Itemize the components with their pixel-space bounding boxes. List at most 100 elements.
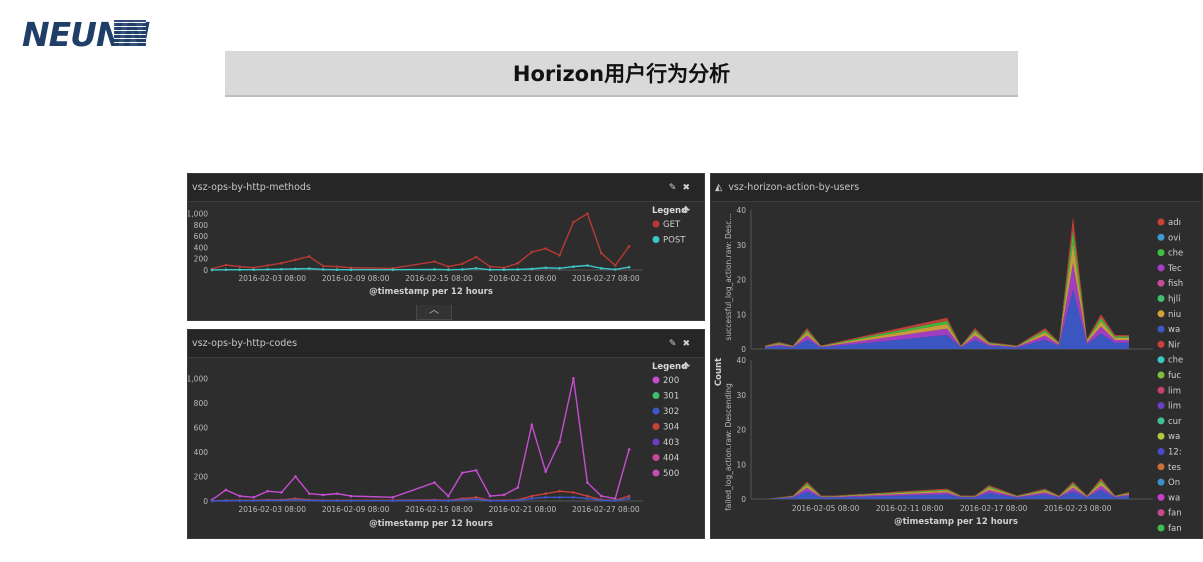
data-point[interactable]	[238, 268, 242, 272]
data-point[interactable]	[308, 492, 311, 495]
legend-item[interactable]: niu	[1168, 310, 1181, 320]
legend-item-403[interactable]: 403	[663, 438, 679, 448]
data-point[interactable]	[460, 262, 464, 266]
data-point[interactable]	[335, 492, 339, 495]
legend-item[interactable]: On	[1168, 478, 1180, 488]
data-point[interactable]	[335, 265, 339, 268]
area-layer[interactable]	[765, 478, 1129, 499]
data-point[interactable]	[460, 498, 464, 502]
data-point[interactable]	[627, 245, 631, 248]
data-point[interactable]	[349, 499, 353, 503]
data-point[interactable]	[224, 488, 228, 492]
data-point[interactable]	[488, 265, 492, 268]
area-layer[interactable]	[765, 243, 1129, 347]
data-point[interactable]	[474, 497, 478, 501]
edit-icon[interactable]: ✎	[668, 339, 683, 349]
data-point[interactable]	[349, 266, 353, 270]
collapse-button[interactable]: ︿	[416, 305, 452, 320]
area-layer[interactable]	[765, 216, 1129, 346]
legend-item[interactable]: tes	[1168, 463, 1182, 473]
data-point[interactable]	[335, 499, 339, 503]
legend-item[interactable]: ovi	[1168, 233, 1181, 243]
data-point[interactable]	[474, 496, 478, 499]
data-point[interactable]	[474, 469, 478, 472]
data-point[interactable]	[308, 499, 311, 502]
data-point[interactable]	[530, 250, 534, 254]
data-point[interactable]	[627, 448, 631, 451]
data-point[interactable]	[224, 263, 228, 267]
data-point[interactable]	[502, 499, 506, 503]
data-point[interactable]	[572, 496, 575, 499]
edit-icon[interactable]: ✎	[668, 183, 683, 193]
legend-item-500[interactable]: 500	[663, 469, 679, 479]
data-point[interactable]	[447, 499, 450, 503]
data-point[interactable]	[544, 492, 547, 495]
legend-item[interactable]: Tec	[1167, 264, 1182, 274]
data-point[interactable]	[280, 499, 283, 502]
data-point[interactable]	[447, 265, 450, 268]
data-point[interactable]	[433, 268, 436, 271]
data-point[interactable]	[572, 376, 575, 380]
data-point[interactable]	[474, 267, 478, 270]
data-point[interactable]	[252, 499, 256, 503]
data-point[interactable]	[224, 499, 228, 503]
legend-item-304[interactable]: 304	[663, 423, 679, 433]
legend-item[interactable]: wa	[1168, 493, 1180, 503]
data-point[interactable]	[544, 496, 547, 499]
data-point[interactable]	[572, 265, 575, 268]
data-point[interactable]	[308, 267, 311, 270]
legend-item-200[interactable]: 200	[663, 376, 679, 386]
data-point[interactable]	[460, 471, 464, 475]
area-layer[interactable]	[765, 230, 1129, 347]
data-point[interactable]	[544, 247, 547, 250]
data-point[interactable]	[266, 264, 269, 267]
data-point[interactable]	[391, 499, 395, 503]
data-point[interactable]	[447, 268, 450, 272]
data-point[interactable]	[335, 268, 339, 272]
legend-item[interactable]: fan	[1168, 509, 1182, 519]
data-point[interactable]	[599, 251, 603, 255]
data-point[interactable]	[613, 497, 617, 500]
data-point[interactable]	[224, 268, 228, 272]
legend-item[interactable]: Nir	[1168, 340, 1181, 350]
legend-item[interactable]: hjlí	[1168, 295, 1181, 305]
legend-item-301[interactable]: 301	[663, 392, 679, 402]
data-point[interactable]	[321, 264, 325, 268]
data-point[interactable]	[294, 267, 297, 271]
data-point[interactable]	[488, 268, 492, 272]
data-point[interactable]	[572, 220, 575, 224]
legend-item-POST[interactable]: POST	[663, 236, 686, 246]
data-point[interactable]	[488, 499, 492, 503]
data-point[interactable]	[558, 254, 561, 257]
data-point[interactable]	[252, 496, 256, 499]
data-point[interactable]	[433, 499, 436, 502]
data-point[interactable]	[238, 494, 242, 498]
legend-item[interactable]: lim	[1168, 386, 1181, 396]
data-point[interactable]	[530, 494, 534, 498]
data-point[interactable]	[349, 268, 353, 272]
legend-toggle-icon[interactable]: ⟳	[683, 362, 691, 372]
data-point[interactable]	[266, 489, 269, 493]
data-point[interactable]	[238, 499, 242, 503]
data-point[interactable]	[599, 499, 603, 502]
data-point[interactable]	[308, 255, 311, 258]
data-point[interactable]	[502, 266, 506, 270]
data-point[interactable]	[474, 255, 478, 259]
data-point[interactable]	[433, 481, 436, 484]
data-point[interactable]	[516, 261, 520, 265]
data-point[interactable]	[280, 267, 283, 271]
data-point[interactable]	[460, 268, 464, 271]
legend-item[interactable]: wa	[1168, 325, 1180, 335]
data-point[interactable]	[530, 497, 534, 500]
data-point[interactable]	[627, 497, 631, 500]
legend-item[interactable]: adı	[1168, 218, 1181, 228]
data-point[interactable]	[558, 496, 561, 499]
close-icon[interactable]: ✖	[682, 183, 696, 193]
data-point[interactable]	[391, 268, 395, 272]
data-point[interactable]	[488, 494, 492, 498]
data-point[interactable]	[321, 493, 325, 497]
data-point[interactable]	[613, 499, 617, 503]
area-layer[interactable]	[765, 289, 1129, 349]
legend-item[interactable]: fish	[1168, 279, 1183, 289]
data-point[interactable]	[627, 494, 631, 498]
